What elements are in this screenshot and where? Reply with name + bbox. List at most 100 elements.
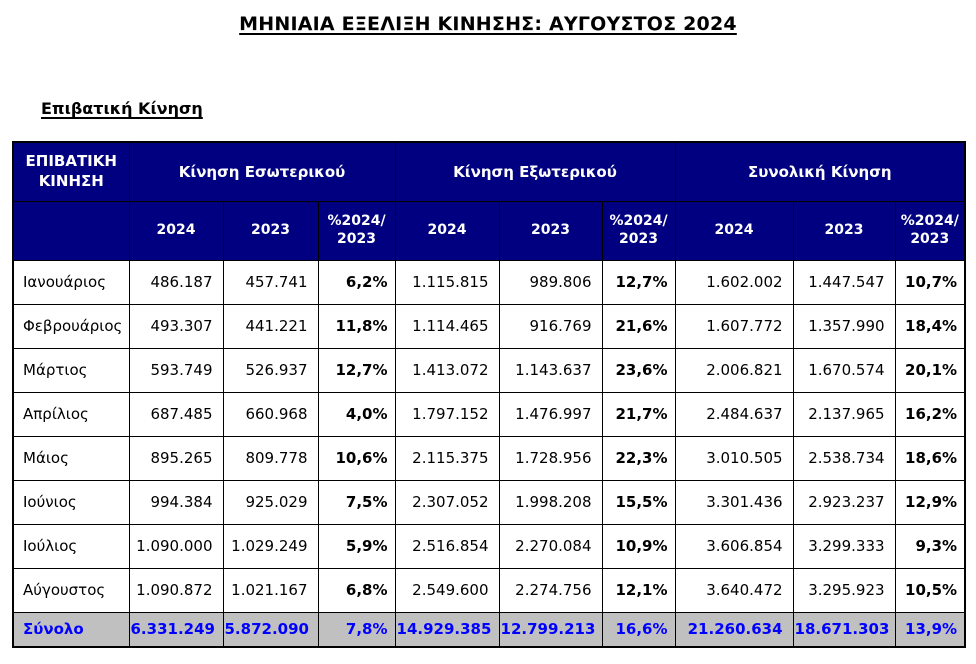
value-cell: 1.447.547 xyxy=(792,259,896,305)
percent-cell: 6,2% xyxy=(317,259,396,305)
month-cell: Ιούλιος xyxy=(12,523,130,569)
value-cell: 1.413.072 xyxy=(394,347,500,393)
value-cell: 1.115.815 xyxy=(394,259,500,305)
percent-cell: 20,1% xyxy=(894,347,966,393)
month-cell: Ιανουάριος xyxy=(12,259,130,305)
table-row: Μάιος 895.265 809.778 10,6% 2.115.375 1.… xyxy=(12,435,966,481)
value-cell: 1.797.152 xyxy=(394,391,500,437)
value-cell: 2.538.734 xyxy=(792,435,896,481)
percent-cell: 16,2% xyxy=(894,391,966,437)
table-row: Φεβρουάριος 493.307 441.221 11,8% 1.114.… xyxy=(12,303,966,349)
percent-cell: 6,8% xyxy=(317,567,396,613)
value-cell: 593.749 xyxy=(128,347,224,393)
group-header-row: ΕΠΙΒΑΤΙΚΗ ΚΙΝΗΣΗ Κίνηση Εσωτερικού Κίνησ… xyxy=(12,141,966,202)
total-pct-change-header: %2024/ 2023 xyxy=(894,200,966,261)
table-row: Αύγουστος 1.090.872 1.021.167 6,8% 2.549… xyxy=(12,567,966,613)
corner-spacer-cell xyxy=(12,200,130,261)
percent-cell: 18,6% xyxy=(894,435,966,481)
month-cell: Μάρτιος xyxy=(12,347,130,393)
value-cell: 486.187 xyxy=(128,259,224,305)
value-cell: 3.640.472 xyxy=(674,567,794,613)
international-2024-header: 2024 xyxy=(394,200,500,261)
domestic-2024-header: 2024 xyxy=(128,200,224,261)
value-cell: 493.307 xyxy=(128,303,224,349)
percent-cell: 12,7% xyxy=(601,259,676,305)
value-cell: 1.998.208 xyxy=(498,479,603,525)
value-cell: 2.115.375 xyxy=(394,435,500,481)
value-cell: 526.937 xyxy=(222,347,319,393)
value-cell: 1.090.000 xyxy=(128,523,224,569)
percent-cell: 12,7% xyxy=(317,347,396,393)
value-cell: 1.029.249 xyxy=(222,523,319,569)
table-row: Απρίλιος 687.485 660.968 4,0% 1.797.152 … xyxy=(12,391,966,437)
total-percent-cell: 7,8% xyxy=(317,611,396,648)
percent-cell: 12,1% xyxy=(601,567,676,613)
value-cell: 687.485 xyxy=(128,391,224,437)
domestic-2023-header: 2023 xyxy=(222,200,319,261)
value-cell: 916.769 xyxy=(498,303,603,349)
value-cell: 2.484.637 xyxy=(674,391,794,437)
value-cell: 809.778 xyxy=(222,435,319,481)
value-cell: 925.029 xyxy=(222,479,319,525)
section-title: Επιβατική Κίνηση xyxy=(41,99,203,118)
percent-cell: 10,5% xyxy=(894,567,966,613)
value-cell: 660.968 xyxy=(222,391,319,437)
value-cell: 2.516.854 xyxy=(394,523,500,569)
table-row: Ιούνιος 994.384 925.029 7,5% 2.307.052 1… xyxy=(12,479,966,525)
passenger-traffic-table: ΕΠΙΒΑΤΙΚΗ ΚΙΝΗΣΗ Κίνηση Εσωτερικού Κίνησ… xyxy=(12,141,967,648)
value-cell: 2.307.052 xyxy=(394,479,500,525)
total-value-cell: 6.331.249 xyxy=(128,611,224,648)
percent-cell: 7,5% xyxy=(317,479,396,525)
percent-cell: 9,3% xyxy=(894,523,966,569)
value-cell: 994.384 xyxy=(128,479,224,525)
percent-cell: 10,6% xyxy=(317,435,396,481)
total-value-cell: 14.929.385 xyxy=(394,611,500,648)
percent-cell: 23,6% xyxy=(601,347,676,393)
value-cell: 1.602.002 xyxy=(674,259,794,305)
percent-cell: 21,6% xyxy=(601,303,676,349)
value-cell: 989.806 xyxy=(498,259,603,305)
percent-cell: 4,0% xyxy=(317,391,396,437)
value-cell: 1.476.997 xyxy=(498,391,603,437)
international-2023-header: 2023 xyxy=(498,200,603,261)
table-row: Ιανουάριος 486.187 457.741 6,2% 1.115.81… xyxy=(12,259,966,305)
group-header-international: Κίνηση Εξωτερικού xyxy=(394,141,676,202)
month-cell: Μάιος xyxy=(12,435,130,481)
value-cell: 2.923.237 xyxy=(792,479,896,525)
month-cell: Απρίλιος xyxy=(12,391,130,437)
total-percent-cell: 16,6% xyxy=(601,611,676,648)
value-cell: 457.741 xyxy=(222,259,319,305)
value-cell: 1.114.465 xyxy=(394,303,500,349)
value-cell: 1.670.574 xyxy=(792,347,896,393)
value-cell: 1.021.167 xyxy=(222,567,319,613)
percent-cell: 5,9% xyxy=(317,523,396,569)
page-title: ΜΗΝΙΑΙΑ ΕΞΕΛΙΞΗ ΚΙΝΗΣΗΣ: ΑΥΓΟΥΣΤΟΣ 2024 xyxy=(239,13,737,35)
value-cell: 1.090.872 xyxy=(128,567,224,613)
total-2024-header: 2024 xyxy=(674,200,794,261)
sub-header-row: 2024 2023 %2024/ 2023 2024 2023 %2024/ 2… xyxy=(12,200,966,261)
total-value-cell: 5.872.090 xyxy=(222,611,319,648)
value-cell: 3.010.505 xyxy=(674,435,794,481)
percent-cell: 10,7% xyxy=(894,259,966,305)
value-cell: 3.299.333 xyxy=(792,523,896,569)
percent-cell: 22,3% xyxy=(601,435,676,481)
corner-header: ΕΠΙΒΑΤΙΚΗ ΚΙΝΗΣΗ xyxy=(12,141,130,202)
total-label-cell: Σύνολο xyxy=(12,611,130,648)
value-cell: 2.549.600 xyxy=(394,567,500,613)
group-header-domestic: Κίνηση Εσωτερικού xyxy=(128,141,396,202)
value-cell: 2.270.084 xyxy=(498,523,603,569)
international-pct-change-header: %2024/ 2023 xyxy=(601,200,676,261)
table-body: Ιανουάριος 486.187 457.741 6,2% 1.115.81… xyxy=(12,259,966,613)
table-row: Ιούλιος 1.090.000 1.029.249 5,9% 2.516.8… xyxy=(12,523,966,569)
percent-cell: 15,5% xyxy=(601,479,676,525)
domestic-pct-change-header: %2024/ 2023 xyxy=(317,200,396,261)
month-cell: Ιούνιος xyxy=(12,479,130,525)
group-header-total: Συνολική Κίνηση xyxy=(674,141,966,202)
total-percent-cell: 13,9% xyxy=(894,611,966,648)
total-value-cell: 21.260.634 xyxy=(674,611,794,648)
value-cell: 441.221 xyxy=(222,303,319,349)
percent-cell: 21,7% xyxy=(601,391,676,437)
value-cell: 2.274.756 xyxy=(498,567,603,613)
month-cell: Φεβρουάριος xyxy=(12,303,130,349)
value-cell: 3.606.854 xyxy=(674,523,794,569)
